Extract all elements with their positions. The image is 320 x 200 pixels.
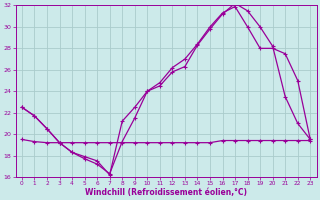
X-axis label: Windchill (Refroidissement éolien,°C): Windchill (Refroidissement éolien,°C) <box>85 188 247 197</box>
